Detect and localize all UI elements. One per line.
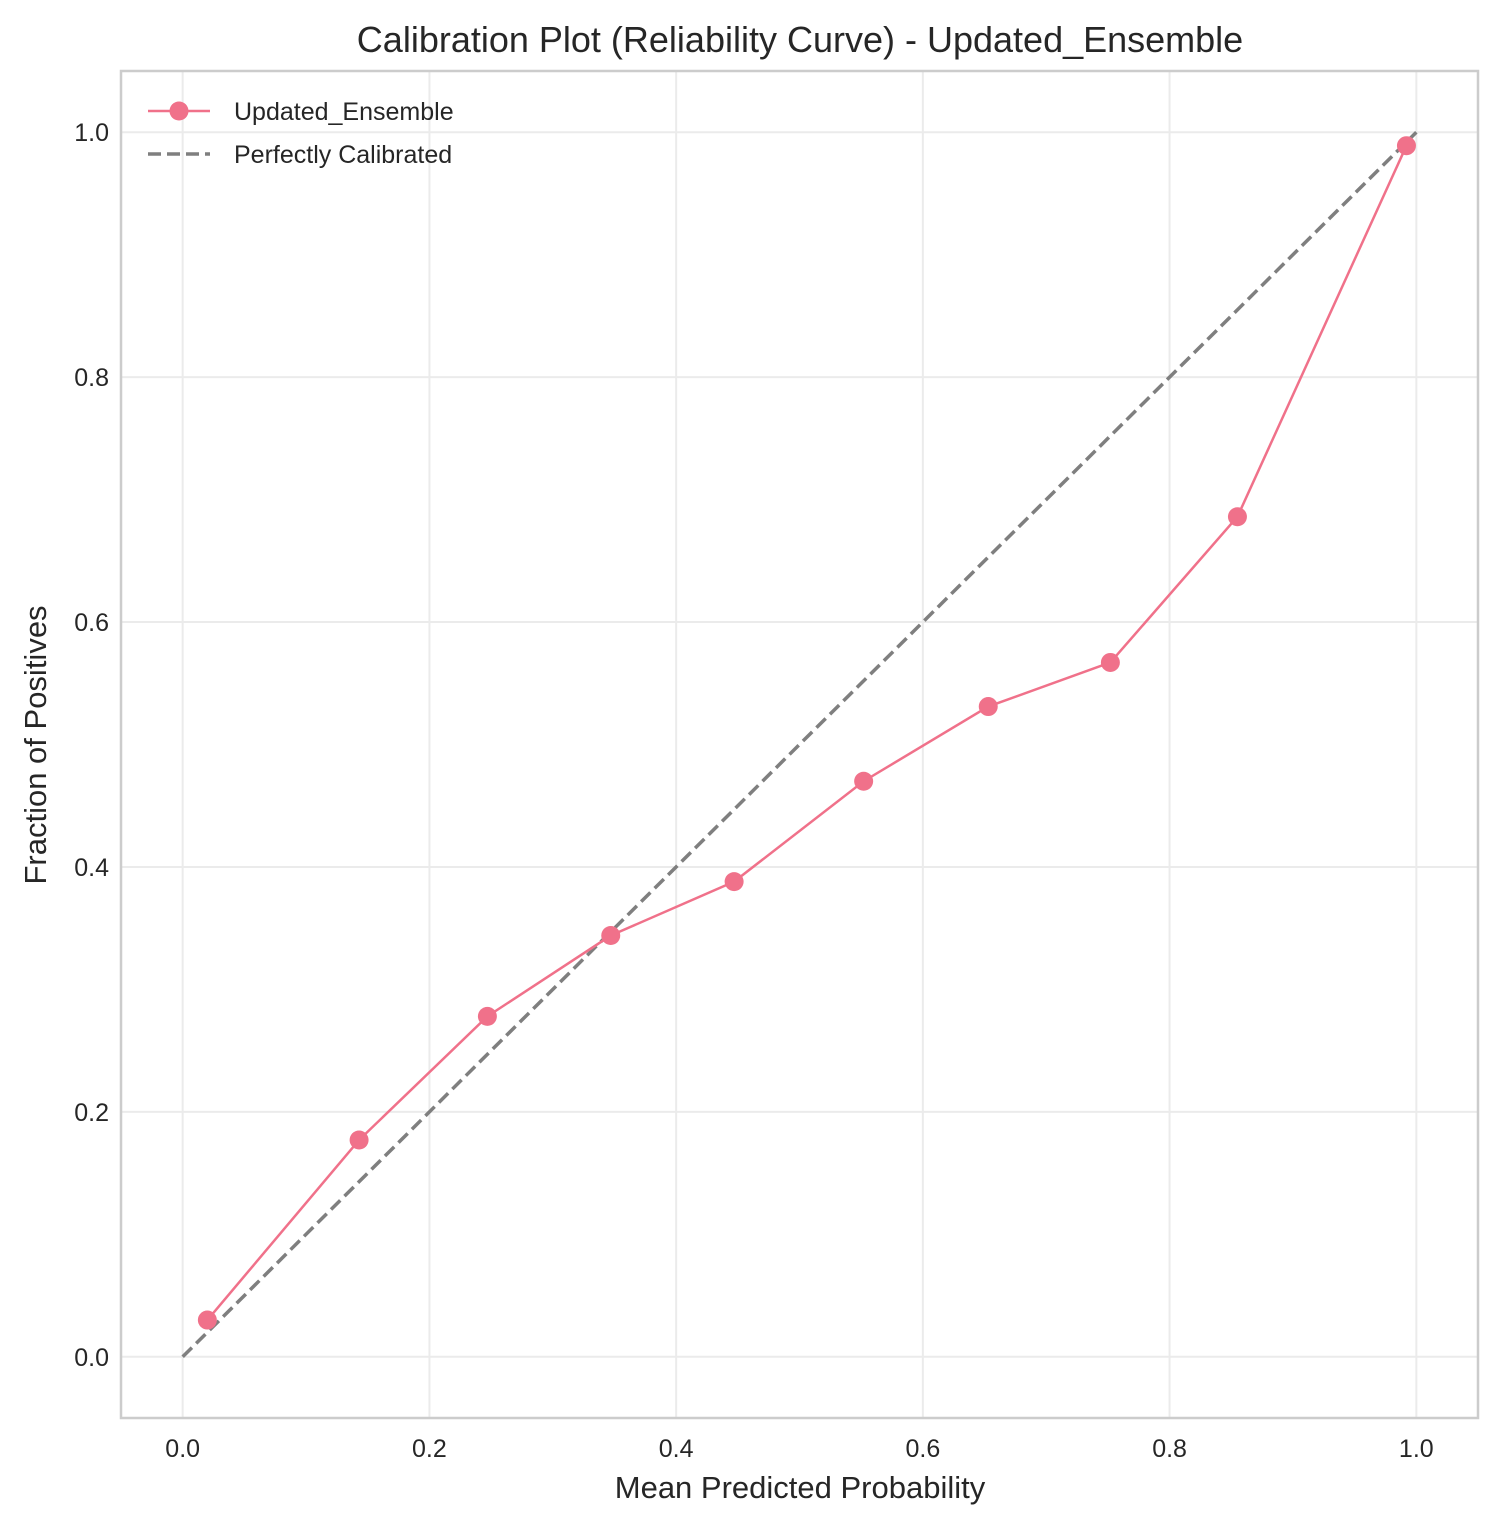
updated-ensemble-point: [1396, 136, 1416, 156]
legend: Updated_Ensemble Perfectly Calibrated: [148, 98, 454, 169]
x-tick-label: 0.4: [659, 1435, 694, 1463]
updated-ensemble-point: [1227, 507, 1247, 527]
updated-ensemble-line: [206, 145, 1408, 1321]
y-tick-label: 0.2: [74, 1099, 109, 1127]
legend-label-perfectly-calibrated: Perfectly Calibrated: [234, 141, 452, 169]
plot-frame: [119, 69, 1480, 1420]
y-tick-label: 0.0: [74, 1344, 109, 1372]
y-tick-label: 0.4: [74, 854, 109, 882]
y-tick-label: 0.6: [74, 609, 109, 637]
updated-ensemble-point: [601, 926, 621, 946]
series-layer: [181, 130, 1418, 1359]
x-tick-label: 1.0: [1399, 1435, 1434, 1463]
updated-ensemble-point: [197, 1310, 217, 1330]
tick-labels: 0.0 0.2 0.4 0.6 0.8 1.0 0.0 0.2 0.4 0.6 0.8 1.0: [74, 119, 1433, 1463]
updated-ensemble-point: [1100, 652, 1120, 672]
grid: [121, 71, 1478, 1418]
updated-ensemble-point: [349, 1130, 369, 1150]
y-tick-label: 0.8: [74, 364, 109, 392]
legend-ensemble-marker-swatch: [169, 101, 189, 121]
x-tick-label: 0.6: [905, 1435, 940, 1463]
perfectly-calibrated-line: [181, 130, 1418, 1359]
updated-ensemble-point: [724, 872, 744, 892]
updated-ensemble-point: [477, 1006, 497, 1026]
updated-ensemble-point: [978, 697, 998, 717]
y-tick-label: 1.0: [74, 119, 109, 147]
x-tick-label: 0.0: [165, 1435, 200, 1463]
x-tick-label: 0.8: [1152, 1435, 1187, 1463]
y-axis-title: Fraction of Positives: [18, 605, 53, 884]
chart-title: Calibration Plot (Reliability Curve) - U…: [357, 19, 1243, 60]
x-axis-title: Mean Predicted Probability: [615, 1470, 986, 1505]
updated-ensemble-point: [854, 771, 874, 791]
legend-label-updated-ensemble: Updated_Ensemble: [234, 98, 454, 126]
x-tick-label: 0.2: [412, 1435, 447, 1463]
